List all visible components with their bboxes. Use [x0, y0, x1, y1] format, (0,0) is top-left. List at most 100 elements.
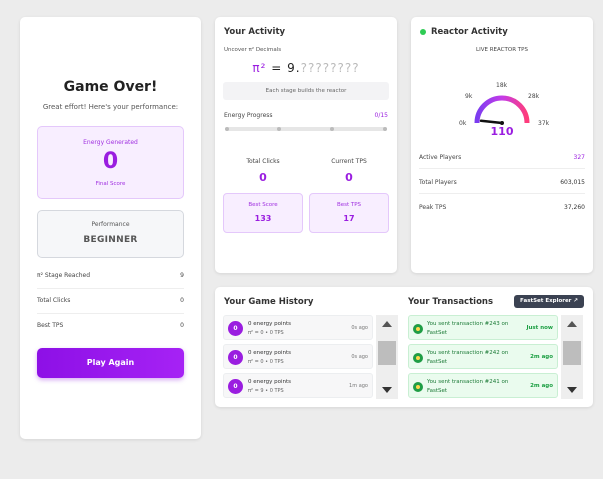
best-score-label: Best Score: [248, 202, 278, 208]
progress-tick: [383, 127, 387, 131]
transaction-text: You sent transaction #242 on: [427, 350, 509, 356]
total-players-row: Total Players 603,015: [419, 179, 585, 186]
history-item: 0 0 energy points π² = 0 • 0 TPS 0s ago: [223, 315, 373, 340]
fastset-icon: [413, 324, 423, 334]
scroll-up-icon[interactable]: [567, 321, 577, 327]
history-points: 0 energy points: [248, 321, 292, 327]
transaction-time: 2m ago: [530, 383, 553, 389]
transaction-text: You sent transaction #241 on: [427, 379, 509, 385]
current-tps-stat: Current TPS 0: [309, 158, 389, 184]
energy-generated-value: 0: [102, 149, 119, 174]
gauge-label-1: 9k: [465, 93, 473, 100]
stat-value: 9: [180, 272, 184, 279]
divider: [37, 313, 184, 314]
row-label: Peak TPS: [419, 204, 447, 211]
final-score-label: Final Score: [95, 181, 126, 187]
tps-gauge: 0k 9k 18k 28k 37k: [459, 82, 550, 127]
transaction-network: FastSet: [427, 388, 448, 394]
history-time: 0s ago: [351, 354, 368, 360]
best-score-box: Best Score 133: [223, 193, 303, 233]
pi-digits-display: π² = 9.????????: [215, 61, 397, 75]
row-label: Active Players: [419, 154, 462, 161]
history-time: 1m ago: [349, 383, 368, 389]
energy-progress-label: Energy Progress: [224, 112, 273, 119]
pi-symbol: π²: [252, 61, 267, 75]
stat-value: 0: [180, 322, 184, 329]
transactions-title: Your Transactions: [408, 297, 494, 307]
energy-progress-value: 0/15: [374, 112, 388, 119]
fastset-icon: [413, 382, 423, 392]
gauge-label-0: 0k: [459, 120, 467, 127]
performance-box: Performance BEGINNER: [37, 210, 184, 258]
history-scrollbar[interactable]: [376, 315, 398, 399]
history-time: 0s ago: [351, 325, 368, 331]
divider: [37, 288, 184, 289]
game-history-title: Your Game History: [224, 297, 314, 307]
game-over-card: Game Over! Great effort! Here's your per…: [20, 17, 201, 439]
divider: [419, 193, 585, 194]
best-tps-value: 17: [343, 214, 355, 223]
reactor-activity-card: Reactor Activity LIVE REACTOR TPS 0k 9k …: [411, 17, 593, 273]
game-over-subtitle: Great effort! Here's your performance:: [42, 103, 179, 111]
current-tps-label: Current TPS: [331, 158, 367, 165]
divider: [419, 168, 585, 169]
gauge-track: [474, 95, 530, 124]
scroll-thumb[interactable]: [378, 341, 396, 365]
stat-stage-reached: π² Stage Reached 9: [37, 272, 184, 284]
scroll-up-icon[interactable]: [382, 321, 392, 327]
pi-unknown-digits: ????????: [300, 61, 360, 75]
game-history-list[interactable]: 0 0 energy points π² = 0 • 0 TPS 0s ago …: [223, 315, 373, 399]
reactor-title: Reactor Activity: [431, 27, 508, 37]
live-reactor-label: LIVE REACTOR TPS: [476, 47, 528, 53]
progress-tick: [277, 127, 281, 131]
history-detail: π² = 0 • 0 TPS: [248, 330, 284, 336]
gauge-arc: [474, 95, 530, 124]
transaction-item[interactable]: You sent transaction #242 on FastSet 2m …: [408, 344, 558, 369]
history-item: 0 0 energy points π² = 9 • 0 TPS 1m ago: [223, 373, 373, 398]
gauge-label-4: 37k: [538, 120, 550, 127]
stat-label: π² Stage Reached: [37, 272, 91, 279]
history-transactions-card: Your Game History Your Transactions Fast…: [215, 287, 593, 407]
energy-icon: 0: [228, 350, 243, 365]
gauge-label-2: 18k: [496, 82, 508, 89]
active-players-row: Active Players 327: [419, 154, 585, 161]
stat-value: 0: [180, 297, 184, 304]
energy-icon: 0: [228, 321, 243, 336]
pi-known-digits: = 9.: [271, 61, 301, 75]
total-clicks-label: Total Clicks: [246, 158, 280, 165]
row-value: 37,260: [564, 204, 585, 211]
stage-note: Each stage builds the reactor: [223, 82, 389, 100]
row-value: 603,015: [560, 179, 585, 186]
history-item: 0 0 energy points π² = 0 • 0 TPS 0s ago: [223, 344, 373, 369]
stat-label: Total Clicks: [37, 297, 71, 304]
scroll-down-icon[interactable]: [382, 387, 392, 393]
fastset-explorer-button[interactable]: FastSet Explorer ↗: [514, 295, 584, 308]
best-score-value: 133: [254, 214, 272, 223]
transaction-text: You sent transaction #243 on: [427, 321, 509, 327]
play-again-button[interactable]: Play Again: [37, 348, 184, 378]
gauge-label-3: 28k: [528, 93, 540, 100]
progress-tick: [225, 127, 229, 131]
performance-value: BEGINNER: [83, 235, 138, 245]
energy-generated-label: Energy Generated: [83, 139, 138, 146]
transactions-list[interactable]: You sent transaction #243 on FastSet Jus…: [408, 315, 558, 399]
transactions-scrollbar[interactable]: [561, 315, 583, 399]
transaction-network: FastSet: [427, 330, 448, 336]
your-activity-card: Your Activity Uncover π² Decimals π² = 9…: [215, 17, 397, 273]
total-clicks-stat: Total Clicks 0: [223, 158, 303, 184]
history-points: 0 energy points: [248, 379, 292, 385]
progress-tick: [330, 127, 334, 131]
row-label: Total Players: [419, 179, 457, 186]
scroll-down-icon[interactable]: [567, 387, 577, 393]
uncover-label: Uncover π² Decimals: [224, 47, 282, 53]
total-clicks-value: 0: [259, 171, 267, 184]
transaction-item[interactable]: You sent transaction #241 on FastSet 2m …: [408, 373, 558, 398]
fastset-explorer-label: FastSet Explorer: [520, 298, 572, 304]
performance-label: Performance: [91, 221, 130, 228]
scroll-thumb[interactable]: [563, 341, 581, 365]
transaction-item[interactable]: You sent transaction #243 on FastSet Jus…: [408, 315, 558, 340]
stat-best-tps: Best TPS 0: [37, 322, 184, 334]
game-over-title: Game Over!: [63, 79, 158, 95]
live-status-dot: [420, 29, 426, 35]
history-detail: π² = 0 • 0 TPS: [248, 359, 284, 365]
